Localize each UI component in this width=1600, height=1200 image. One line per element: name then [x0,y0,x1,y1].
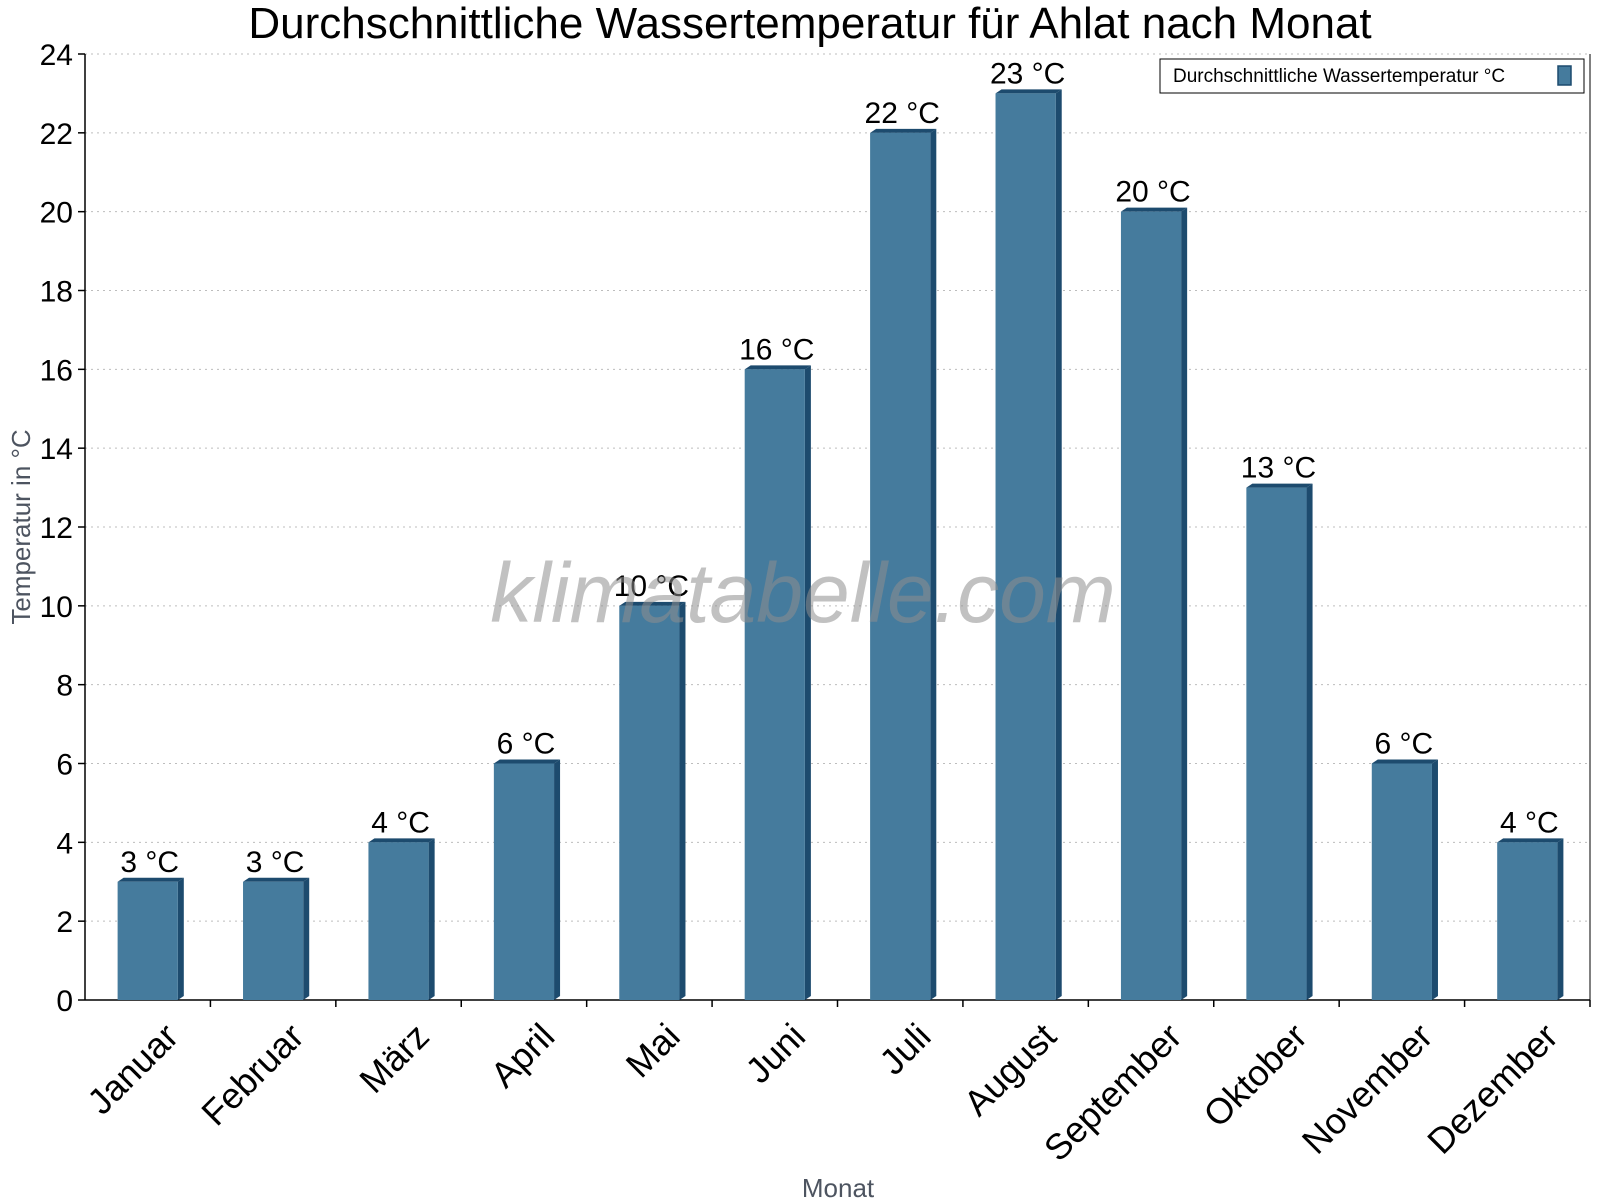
bar-group: 20 °C [1115,176,1191,1000]
x-tick-label: Mai [618,1015,688,1085]
x-tick-label: Februar [193,1015,311,1133]
bar-top [1246,483,1313,488]
y-tick-label: 6 [56,749,73,782]
bar-side [1557,838,1564,1000]
x-tick-label: Oktober [1195,1015,1315,1135]
y-tick-label: 0 [56,985,73,1018]
bar-top [243,877,310,882]
x-tick-label: März [351,1015,437,1101]
bar [243,881,304,1000]
data-label: 16 °C [739,333,814,366]
y-axis-title: Temperatur in °C [6,429,36,624]
y-tick-label: 20 [40,197,73,230]
bar-side [428,838,435,1000]
bar-group: 6 °C [1371,728,1438,1000]
bar [1497,842,1558,1000]
bar [870,132,931,1001]
bar-group: 13 °C [1241,452,1316,1000]
y-tick-label: 24 [40,39,73,72]
y-tick-label: 2 [56,906,73,939]
bar [995,93,1056,1000]
bar-side [679,601,686,1000]
bar [493,763,555,1000]
bar-group: 4 °C [1497,806,1564,1000]
y-tick-label: 18 [40,276,73,309]
x-tick-label: August [956,1015,1064,1123]
x-axis-title: Monat [802,1173,875,1200]
y-tick-label: 8 [56,670,73,703]
bar-side [1431,759,1438,1000]
legend: Durchschnittliche Wassertemperatur °C [1159,58,1585,94]
bar-top [117,877,184,882]
bar-side [1306,483,1313,1000]
grid-lines [85,53,1590,922]
bar-top [493,759,561,764]
data-label: 6 °C [1375,728,1434,761]
bar-group: 3 °C [243,846,310,1000]
bars: 3 °C 3 °C 4 °C 6 °C 10 °C 16 °C 22 °C 23 °C 20 °… [117,57,1564,1001]
data-label: 20 °C [1115,176,1190,209]
bar-group: 10 °C [614,570,689,1000]
bar [619,605,680,1000]
data-label: 3 °C [120,846,179,879]
legend-swatch [1557,65,1572,86]
bar-side [1055,89,1062,1000]
x-tick-label: Juli [871,1015,938,1082]
data-label: 23 °C [990,57,1065,90]
bar-top [1497,838,1564,843]
bar [744,369,805,1000]
x-tick-label: Januar [79,1015,186,1122]
data-label: 10 °C [614,570,689,603]
data-label: 13 °C [1241,452,1316,485]
bar-top [619,601,686,606]
bar-group: 22 °C [865,97,940,1001]
bar-group: 16 °C [739,333,814,1000]
y-tick-label: 14 [40,433,73,466]
data-label: 6 °C [497,728,556,761]
bar [1120,211,1182,1000]
data-label: 22 °C [865,97,940,130]
x-tick-label: September [1036,1015,1190,1169]
bar [1246,487,1307,1000]
bar [1371,763,1432,1000]
bar-top [870,128,937,133]
data-label: 4 °C [371,806,430,839]
x-axis-ticks: Januar Februar März April Mai Juni Juli AugustS… [79,1000,1591,1169]
bar-side [303,877,310,1000]
bar-group: 3 °C [117,846,184,1000]
y-tick-label: 22 [40,118,73,151]
y-tick-label: 4 [56,827,73,860]
chart-title: Durchschnittliche Wassertemperatur für A… [248,0,1371,48]
bar-group: 23 °C [990,57,1065,1000]
data-label: 3 °C [246,846,305,879]
x-tick-label: Juni [737,1015,813,1091]
bar-top [744,365,811,370]
y-tick-label: 16 [40,354,73,387]
bar-top [1371,759,1438,764]
bar-side [1181,207,1188,1000]
bar-side [930,128,937,1001]
data-label: 4 °C [1500,806,1559,839]
bar-side [804,365,811,1000]
y-tick-label: 10 [40,591,73,624]
bar-side [177,877,184,1000]
bar [117,881,178,1000]
watermark: klimatabelle.com [490,546,1116,640]
bar-side [554,759,561,1000]
legend-label: Durchschnittliche Wassertemperatur °C [1173,66,1505,87]
x-tick-label: April [482,1015,562,1095]
bar-top [1120,207,1188,212]
x-tick-label: November [1294,1015,1440,1161]
x-tick-label: Dezember [1419,1015,1565,1161]
bar-group: 6 °C [493,728,561,1000]
bar-top [368,838,435,843]
legend-box [1159,58,1585,94]
bar [368,842,429,1000]
y-tick-label: 12 [40,512,73,545]
bar-top [995,89,1062,94]
bar-group: 4 °C [368,806,435,1000]
